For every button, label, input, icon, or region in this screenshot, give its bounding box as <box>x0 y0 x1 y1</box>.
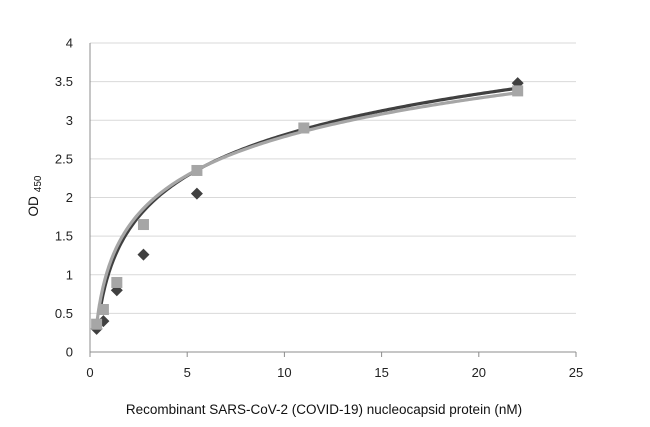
x-tick-label: 20 <box>472 365 486 380</box>
data-point-series-2 <box>298 122 310 134</box>
gridlines <box>90 42 576 314</box>
x-tick-label: 25 <box>569 365 583 380</box>
y-axis-label: OD 450 <box>26 175 44 216</box>
y-tick-label: 1 <box>66 267 73 282</box>
x-tick-label: 0 <box>86 365 93 380</box>
x-tick-label: 5 <box>184 365 191 380</box>
x-tick-labels: 0 5 10 15 20 25 <box>86 365 583 380</box>
y-tick-label: 0.5 <box>55 306 73 321</box>
y-tick-label: 1.5 <box>55 229 73 244</box>
y-axis-label-main: OD <box>26 196 41 217</box>
data-point-series-2 <box>137 219 149 231</box>
y-tick-labels: 0 0.5 1 1.5 2 2.5 3 3.5 4 <box>55 36 73 360</box>
data-point-series-2 <box>512 85 524 97</box>
data-point-series-1 <box>190 187 203 200</box>
x-axis-label: Recombinant SARS-CoV-2 (COVID-19) nucleo… <box>126 402 522 417</box>
data-point-series-2 <box>191 164 203 176</box>
x-tick-label: 10 <box>277 365 291 380</box>
x-tick-label: 15 <box>374 365 388 380</box>
y-tick-label: 0 <box>66 345 73 360</box>
y-tick-label: 2 <box>66 190 73 205</box>
data-point-series-2 <box>111 276 123 288</box>
y-tick-label: 2.5 <box>55 151 73 166</box>
data-points <box>90 77 524 335</box>
data-point-series-2 <box>91 318 103 330</box>
y-tick-label: 4 <box>66 36 73 51</box>
y-axis-label-sub: 450 <box>33 175 44 192</box>
data-point-series-2 <box>97 304 109 316</box>
data-point-series-1 <box>137 248 150 261</box>
axes <box>89 43 577 357</box>
y-tick-label: 3.5 <box>55 74 73 89</box>
y-tick-label: 3 <box>66 113 73 128</box>
